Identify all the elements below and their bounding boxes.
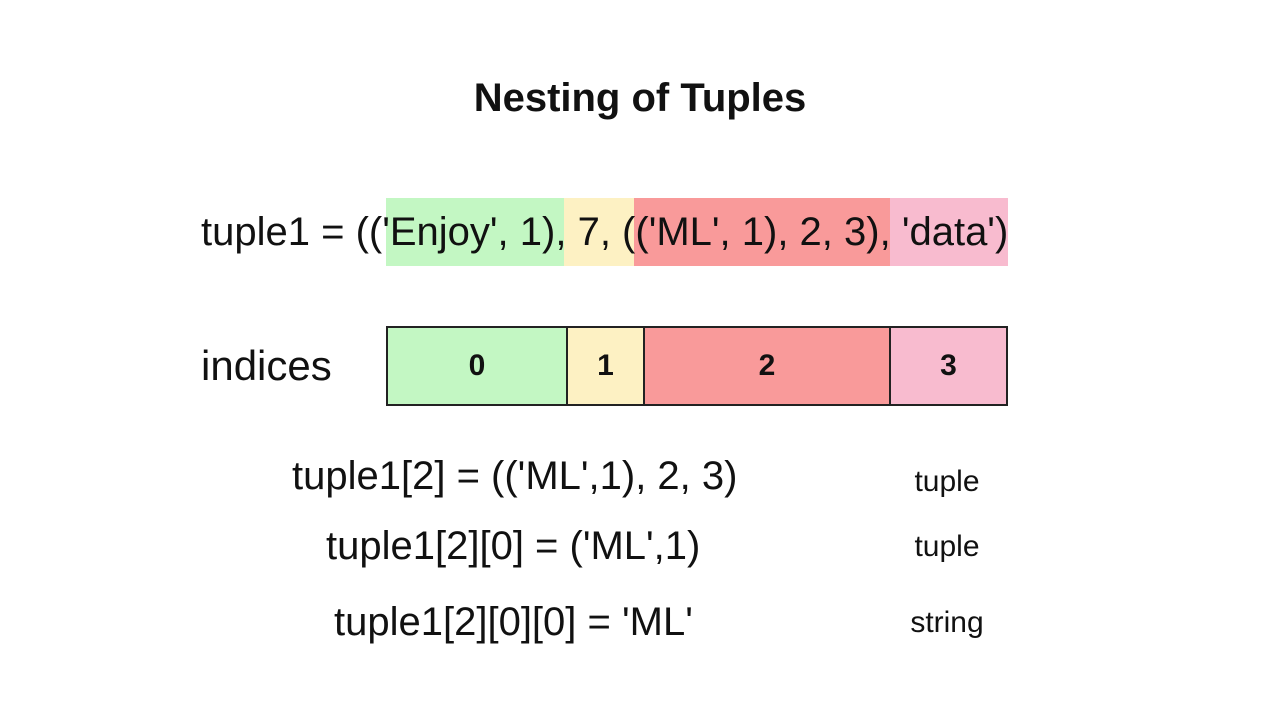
tuple-suffix: ) xyxy=(994,210,1009,254)
highlight-segment-3 xyxy=(890,198,1008,266)
tuple-segment-1: , 7, xyxy=(555,210,623,254)
highlight-segment-2 xyxy=(634,198,890,266)
index-cell-0: 0 xyxy=(388,328,566,404)
tuple-segment-3: , 'data' xyxy=(879,210,995,254)
expression-0-type: tuple xyxy=(914,465,980,498)
index-cell-2: 2 xyxy=(643,328,889,404)
index-cell-2-label: 2 xyxy=(758,349,776,382)
indices-label: indices xyxy=(201,342,332,389)
expression-2: tuple1[2][0][0] = 'ML' xyxy=(334,600,693,644)
expression-2-type: string xyxy=(910,606,984,639)
index-cell-1: 1 xyxy=(566,328,643,404)
tuple-prefix: tuple1 = ( xyxy=(201,210,369,254)
index-cell-3-label: 3 xyxy=(940,349,957,382)
expression-0: tuple1[2] = (('ML',1), 2, 3) xyxy=(292,454,738,498)
highlight-segment-1 xyxy=(564,198,634,266)
index-cell-0-label: 0 xyxy=(468,349,486,382)
tuple-segment-2: (('ML', 1), 2, 3) xyxy=(622,210,880,254)
expression-1-type: tuple xyxy=(914,530,980,563)
tuple-definition: tuple1 = (('Enjoy', 1), 7, (('ML', 1), 2… xyxy=(201,206,1008,258)
index-cell-3: 3 xyxy=(889,328,1006,404)
diagram-title: Nesting of Tuples xyxy=(473,76,807,120)
index-boxes: 0 1 2 3 xyxy=(386,326,1008,406)
tuple-segment-0: ('Enjoy', 1) xyxy=(368,210,556,254)
expression-1: tuple1[2][0] = ('ML',1) xyxy=(326,524,701,568)
index-cell-1-label: 1 xyxy=(597,349,614,382)
highlight-segment-0 xyxy=(386,198,564,266)
